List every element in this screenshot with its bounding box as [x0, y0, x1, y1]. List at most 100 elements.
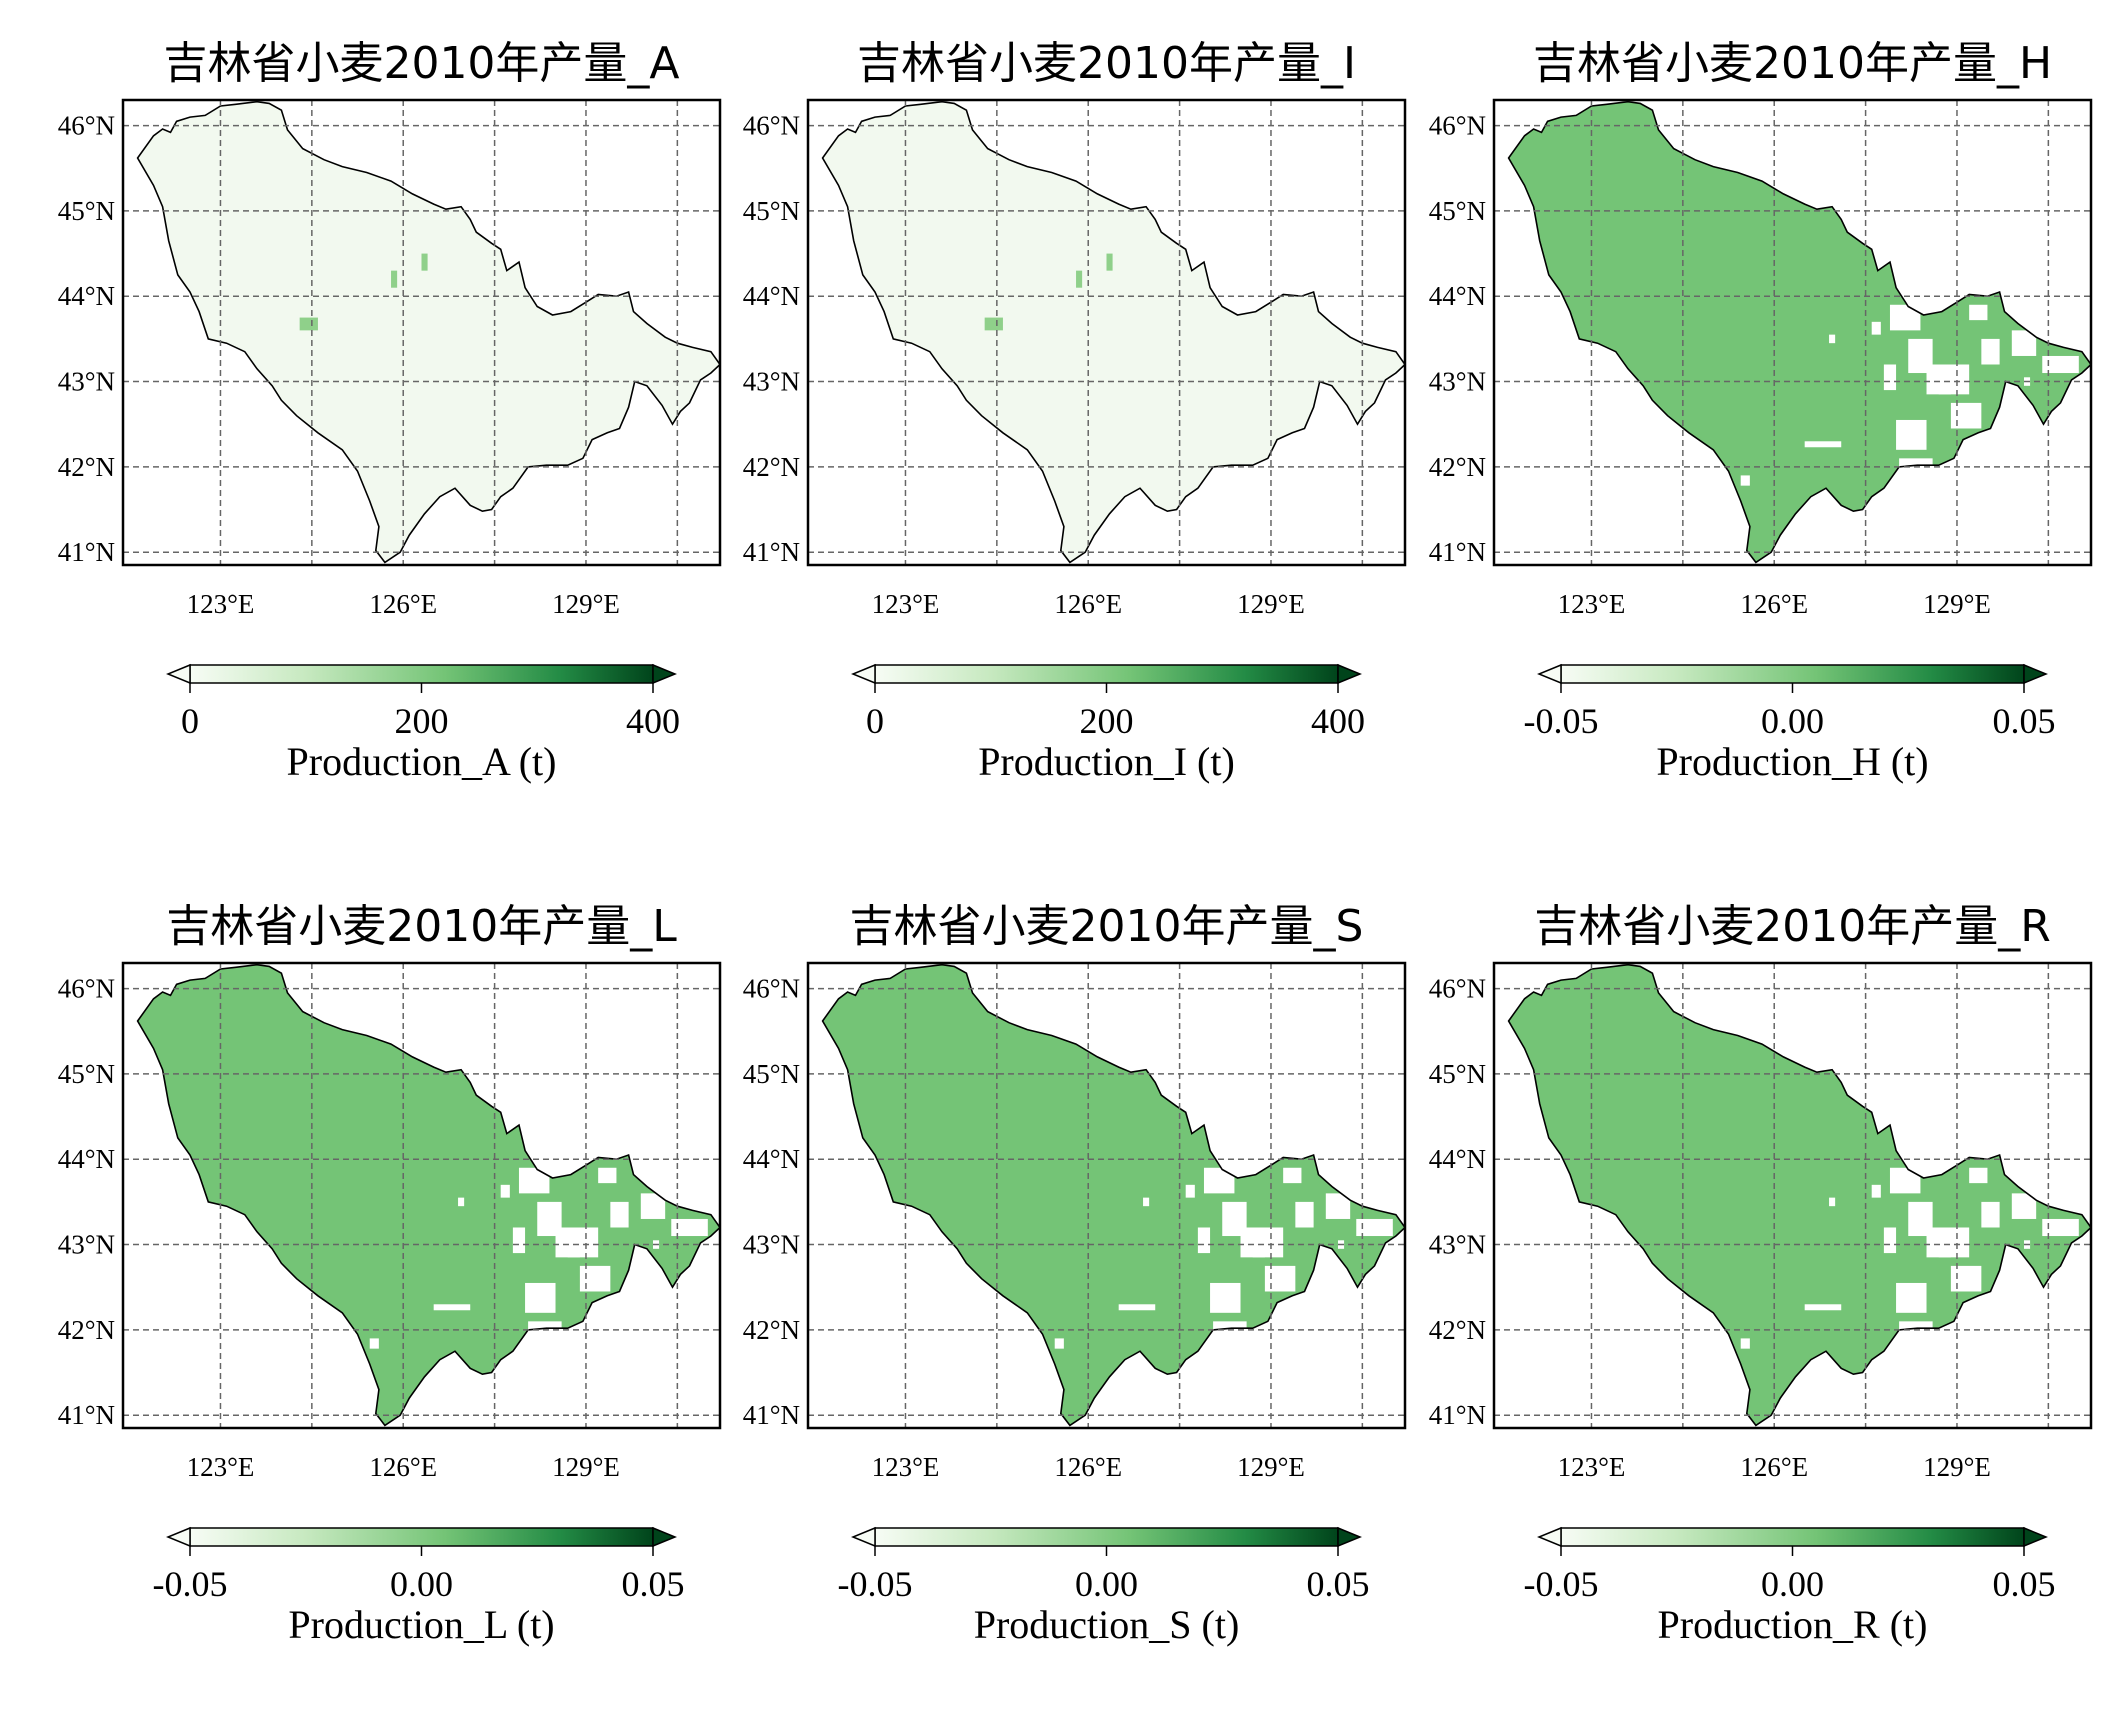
map-frame: [121, 961, 722, 1430]
nodata-cell: [1264, 1265, 1296, 1292]
lat-tick-label: 41°N: [1429, 537, 1486, 567]
colorbar-tick-label: -0.05: [1524, 1564, 1599, 1604]
colorbar: -0.05 0.00 0.05 Production_L (t): [153, 1526, 685, 1647]
lon-tick-label: 126°E: [1054, 1452, 1122, 1482]
nodata-cell: [1143, 1197, 1150, 1207]
lon-tick-label: 129°E: [1237, 589, 1305, 619]
colorbar: -0.05 0.00 0.05 Production_R (t): [1524, 1526, 2056, 1647]
lat-tick-label: 46°N: [743, 111, 800, 141]
nodata-cell: [1283, 1167, 1302, 1184]
nodata-cell: [1829, 1197, 1836, 1207]
panel-title: 吉林省小麦2010年产量_H: [1533, 38, 2052, 89]
lat-tick-label: 43°N: [743, 1230, 800, 1260]
colorbar-gradient: [1560, 1527, 2025, 1547]
colorbar-min-arrow: [1537, 663, 1562, 685]
lon-tick-label: 129°E: [1923, 589, 1991, 619]
map-frame: [806, 961, 1407, 1430]
lon-tick-label: 123°E: [872, 1452, 940, 1482]
lat-tick-label: 46°N: [58, 111, 115, 141]
nodata-cell: [1883, 1227, 1897, 1254]
lat-tick-label: 44°N: [743, 1144, 800, 1174]
lat-tick-label: 46°N: [1429, 111, 1486, 141]
lon-tick-label: 123°E: [1558, 589, 1626, 619]
lon-tick-label: 129°E: [1237, 1452, 1305, 1482]
map-panel: 吉林省小麦2010年产量_R 46°N 45°N 44°N 43°N 42°N 41°N 12…: [1429, 901, 2093, 1647]
nodata-cell: [1950, 402, 1982, 429]
colorbar-tick-label: 0: [181, 701, 199, 741]
nodata-cell: [1210, 1282, 1241, 1313]
nodata-cell: [525, 1282, 556, 1313]
lat-tick-label: 41°N: [1429, 1400, 1486, 1430]
nodata-cell: [1740, 1338, 1750, 1349]
colorbar-label: Production_H (t): [1656, 739, 1928, 784]
map-frame: [806, 98, 1407, 567]
map-panel: 吉林省小麦2010年产量_S 46°N 45°N 44°N 43°N 42°N 41°N 12…: [743, 901, 1407, 1647]
colorbar-max-arrow: [2023, 1526, 2048, 1548]
nodata-cell: [1228, 1342, 1247, 1365]
colorbar-max-arrow: [1337, 1526, 1362, 1548]
lat-tick-label: 45°N: [1429, 1059, 1486, 1089]
lat-tick-label: 44°N: [1429, 1144, 1486, 1174]
colorbar-tick-label: 0.00: [390, 1564, 453, 1604]
lat-tick-label: 44°N: [1429, 281, 1486, 311]
lat-tick-label: 42°N: [58, 1315, 115, 1345]
lat-tick-label: 43°N: [1429, 1230, 1486, 1260]
nodata-cell: [1197, 1227, 1211, 1254]
lat-tick-label: 45°N: [743, 196, 800, 226]
nodata-cell: [1889, 304, 1921, 331]
nodata-cell: [1804, 441, 1842, 448]
province-outline: [821, 100, 1407, 564]
lat-tick-label: 43°N: [58, 1230, 115, 1260]
lat-tick-label: 42°N: [743, 1315, 800, 1345]
province-fill: [137, 101, 721, 563]
map-frame: [1492, 98, 2093, 567]
lat-tick-label: 42°N: [58, 452, 115, 482]
lat-tick-label: 44°N: [743, 281, 800, 311]
map-panel: 吉林省小麦2010年产量_A 46°N 45°N 44°N 43°N 42°N 41°N 12…: [58, 38, 722, 784]
nodata-cell: [1295, 1201, 1314, 1228]
lon-tick-label: 126°E: [369, 589, 437, 619]
colorbar-tick-label: 400: [1311, 701, 1365, 741]
nodata-cell: [2042, 1218, 2079, 1237]
hotspot-cell: [1076, 270, 1083, 288]
nodata-cell: [1871, 1184, 1881, 1198]
colorbar-max-arrow: [2023, 663, 2048, 685]
lat-tick-label: 42°N: [743, 452, 800, 482]
map-panel: 吉林省小麦2010年产量_L 46°N 45°N 44°N 43°N 42°N 41°N 12…: [58, 901, 722, 1647]
lat-tick-label: 44°N: [58, 1144, 115, 1174]
nodata-cell: [1914, 1342, 1933, 1365]
nodata-cell: [518, 1167, 550, 1194]
province-fill: [137, 964, 721, 1426]
lon-tick-label: 126°E: [1740, 1452, 1808, 1482]
province-fill: [1508, 101, 2091, 563]
map-frame: [121, 98, 722, 567]
colorbar-tick-label: 400: [626, 701, 680, 741]
colorbar-gradient: [189, 1527, 654, 1547]
hotspot-cell: [391, 270, 398, 288]
lat-tick-label: 41°N: [58, 1400, 115, 1430]
colorbar-min-arrow: [1537, 1526, 1562, 1548]
nodata-cell: [433, 1304, 471, 1311]
hotspot-cell: [299, 317, 318, 331]
colorbar-tick-label: -0.05: [153, 1564, 228, 1604]
nodata-cell: [1871, 321, 1881, 335]
province-outline: [136, 963, 722, 1427]
nodata-cell: [1981, 338, 2000, 365]
lon-tick-label: 126°E: [369, 1452, 437, 1482]
colorbar-tick-label: -0.05: [838, 1564, 913, 1604]
nodata-cell: [1938, 381, 1951, 395]
lon-tick-label: 129°E: [1923, 1452, 1991, 1482]
nodata-cell: [1118, 1304, 1156, 1311]
colorbar-tick-label: 0.00: [1761, 1564, 1824, 1604]
nodata-cell: [1914, 479, 1933, 502]
colorbar-min-arrow: [166, 663, 191, 685]
colorbar-tick-label: -0.05: [1524, 701, 1599, 741]
map-panel: 吉林省小麦2010年产量_H 46°N 45°N 44°N 43°N 42°N 41°N 12…: [1429, 38, 2093, 784]
nodata-cell: [567, 1244, 580, 1258]
nodata-cell: [1981, 1201, 2000, 1228]
colorbar-label: Production_S (t): [974, 1602, 1240, 1647]
lat-tick-label: 43°N: [743, 367, 800, 397]
lon-tick-label: 126°E: [1740, 589, 1808, 619]
lat-tick-label: 45°N: [58, 196, 115, 226]
colorbar-tick-label: 0.00: [1761, 701, 1824, 741]
